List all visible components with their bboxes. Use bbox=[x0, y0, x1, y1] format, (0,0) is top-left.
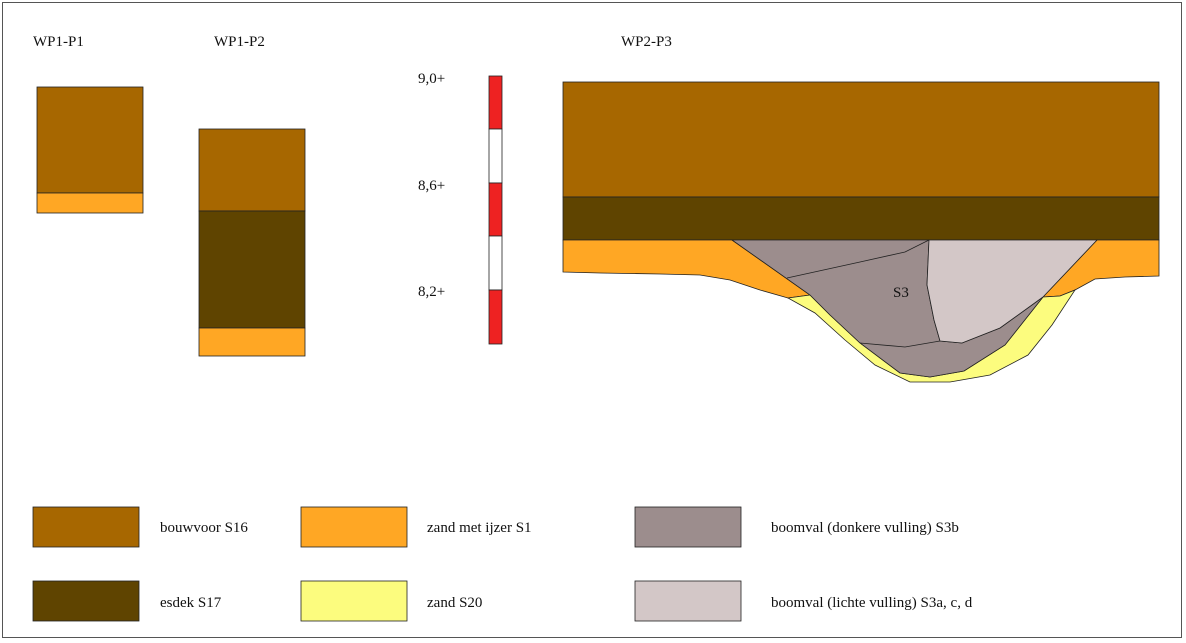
profile-wp2-p3: S3 bbox=[562, 81, 1160, 383]
scale-segment bbox=[488, 289, 503, 345]
p1-layer-bouwvoor bbox=[36, 86, 144, 194]
legend-label-esdek: esdek S17 bbox=[160, 595, 222, 611]
p2-layer-esdek bbox=[198, 210, 306, 329]
feature-label-s3: S3 bbox=[893, 285, 909, 301]
p3-boomval-licht bbox=[926, 239, 1098, 344]
scale-segment bbox=[488, 182, 503, 237]
scale-segment bbox=[488, 75, 503, 130]
scale-segment bbox=[488, 235, 503, 291]
legend-label-boomval-licht: boomval (lichte vulling) S3a, c, d bbox=[771, 595, 973, 611]
legend-swatch-bouwvoor bbox=[32, 506, 140, 548]
profile-title-wp1-p2: WP1-P2 bbox=[214, 34, 265, 50]
p2-layer-zand-ijzer bbox=[198, 327, 306, 357]
legend-label-zand-ijzer: zand met ijzer S1 bbox=[427, 520, 532, 536]
scale-tick-label: 9,0+ bbox=[418, 71, 445, 87]
scale-tick-label: 8,2+ bbox=[418, 284, 445, 300]
p3-layer-esdek bbox=[562, 196, 1160, 241]
depth-scale: 9,0+ 8,6+ 8,2+ bbox=[418, 71, 503, 345]
legend: bouwvoor S16 esdek S17 zand met ijzer S1… bbox=[32, 506, 973, 622]
profile-title-wp2-p3: WP2-P3 bbox=[621, 34, 672, 50]
legend-swatch-zand-ijzer bbox=[300, 506, 408, 548]
legend-label-boomval-donker: boomval (donkere vulling) S3b bbox=[771, 520, 959, 536]
profile-title-wp1-p1: WP1-P1 bbox=[33, 34, 84, 50]
legend-label-bouwvoor: bouwvoor S16 bbox=[160, 520, 248, 536]
legend-swatch-boomval-licht bbox=[634, 580, 742, 622]
scale-segment bbox=[488, 128, 503, 184]
legend-swatch-esdek bbox=[32, 580, 140, 622]
p1-layer-zand-ijzer bbox=[36, 192, 144, 214]
p3-boundary-line bbox=[786, 239, 930, 279]
legend-swatch-zand bbox=[300, 580, 408, 622]
legend-swatch-boomval-donker bbox=[634, 506, 742, 548]
scale-tick-label: 8,6+ bbox=[418, 178, 445, 194]
p2-layer-bouwvoor bbox=[198, 128, 306, 212]
profile-wp1-p1 bbox=[36, 86, 144, 214]
p3-layer-bouwvoor bbox=[562, 81, 1160, 198]
legend-label-zand: zand S20 bbox=[427, 595, 482, 611]
profile-wp1-p2 bbox=[198, 128, 306, 357]
p3-boundary-line bbox=[859, 340, 941, 348]
